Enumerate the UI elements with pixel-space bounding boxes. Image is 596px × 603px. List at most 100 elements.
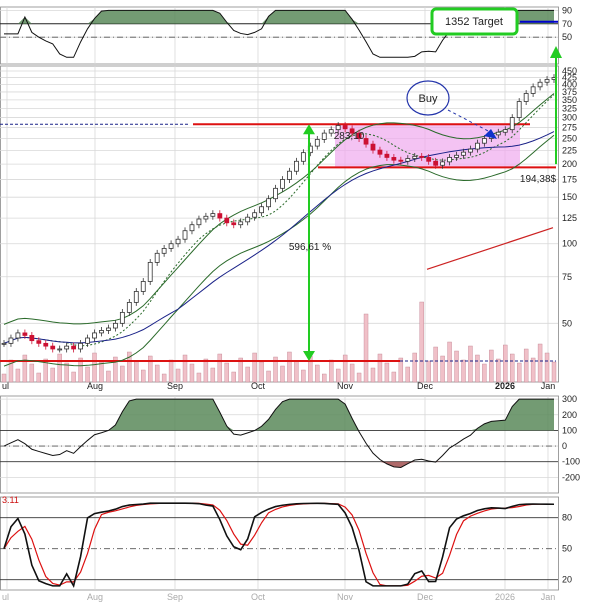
candle-body [342, 125, 348, 130]
volume-bar [238, 357, 243, 383]
price-tick-label: 350 [562, 95, 577, 105]
rsi-tick-label: 50 [562, 32, 572, 42]
candle-body [370, 143, 376, 151]
stochastic-label: 3.11 [2, 495, 19, 505]
candle-body [168, 243, 174, 249]
volume-bar [412, 352, 417, 383]
volume-bar [1, 373, 7, 383]
candle-body [252, 212, 258, 218]
candle-body [50, 345, 56, 350]
candle-body [133, 291, 139, 303]
candle-body [245, 216, 251, 223]
candle-body [502, 129, 508, 133]
x-axis-label: Nov [337, 381, 354, 391]
candle-body [537, 81, 543, 88]
candle-body [57, 348, 63, 351]
candle-body [22, 332, 28, 336]
volume-bar [175, 368, 181, 383]
volume-bar [516, 362, 522, 383]
buy-arrow-head [484, 129, 497, 139]
candle-body [182, 230, 188, 240]
bollinger-lower [3, 134, 555, 367]
price-tick-label: 400 [562, 80, 577, 90]
stochastic-tick-label: 80 [562, 513, 572, 523]
volume-bar [64, 362, 69, 383]
volume-bar [322, 373, 327, 383]
volume-bar [78, 357, 83, 383]
price-tick-label: 175 [562, 174, 577, 184]
price-tick-label: 225 [562, 146, 577, 156]
buy-arrow-line [447, 109, 491, 133]
bottom-x-axis-label: Jan [541, 592, 556, 602]
volume-bar [161, 373, 167, 383]
candle-body [384, 153, 390, 158]
volume-bar [294, 360, 299, 383]
candle-body [140, 281, 146, 292]
candle-body [363, 138, 369, 145]
candle-body [196, 218, 202, 226]
bollinger-upper [3, 93, 555, 325]
candle-body [412, 155, 418, 159]
volume-bar [475, 354, 480, 383]
candle-body [377, 149, 383, 155]
candle-body [154, 252, 160, 263]
volume-bar [217, 353, 223, 383]
candle-body [266, 198, 271, 208]
stochastic-tick-label: 20 [562, 575, 572, 585]
volume-bar [8, 359, 14, 383]
price-tick-label: 250 [562, 133, 577, 143]
candle-body [405, 158, 411, 162]
volume-bar [301, 369, 306, 383]
volume-bar [461, 359, 466, 383]
volume-bar [503, 344, 508, 383]
candle-body [468, 148, 473, 153]
volume-bar [370, 367, 376, 383]
x-axis-label: Dec [417, 381, 434, 391]
candle-body [238, 221, 244, 226]
buy-label: Buy [419, 93, 438, 105]
panel-frame-mom [0, 395, 559, 494]
volume-bar [287, 351, 292, 383]
volume-bar [99, 361, 104, 383]
volume-bar [342, 354, 348, 383]
trend-line [426, 227, 554, 270]
candle-body [349, 128, 355, 134]
volume-bar [36, 372, 42, 383]
candle-body [106, 327, 111, 331]
candle-body [217, 213, 223, 219]
volume-bar [315, 364, 320, 383]
volume-bar [537, 343, 543, 383]
candle-body [523, 93, 529, 102]
price-tick-label: 50 [562, 318, 572, 328]
candle-body [509, 117, 515, 131]
candle-body [85, 337, 90, 344]
volume-bar [134, 360, 139, 383]
volume-bar [398, 357, 404, 383]
volume-bar [154, 364, 160, 383]
candle-body [99, 330, 104, 334]
candle-body [161, 248, 167, 254]
candle-body [356, 132, 362, 139]
volume-bar [106, 370, 111, 383]
volume-bar [447, 341, 452, 383]
volume-bar [377, 353, 383, 383]
candle-body [1, 342, 7, 345]
momentum-tick-label: 0 [562, 441, 567, 451]
panel-frame-rsi [0, 6, 559, 65]
volume-bar [405, 366, 410, 383]
volume-bar [113, 356, 118, 383]
candle-body [15, 332, 21, 339]
candle-body [231, 222, 237, 226]
candle-body [280, 179, 285, 189]
volume-bar [141, 369, 146, 383]
bottom-x-axis-label: Aug [87, 592, 103, 602]
price-tick-label: 450 [562, 66, 577, 76]
volume-bar [489, 349, 494, 383]
candle-body [224, 217, 230, 224]
volume-bar [544, 352, 550, 383]
volume-bar [391, 371, 397, 383]
candle-body [147, 261, 153, 282]
rsi-overbought-fill [4, 10, 554, 24]
stochastic-main-line [3, 502, 555, 589]
candle-body [43, 342, 49, 347]
